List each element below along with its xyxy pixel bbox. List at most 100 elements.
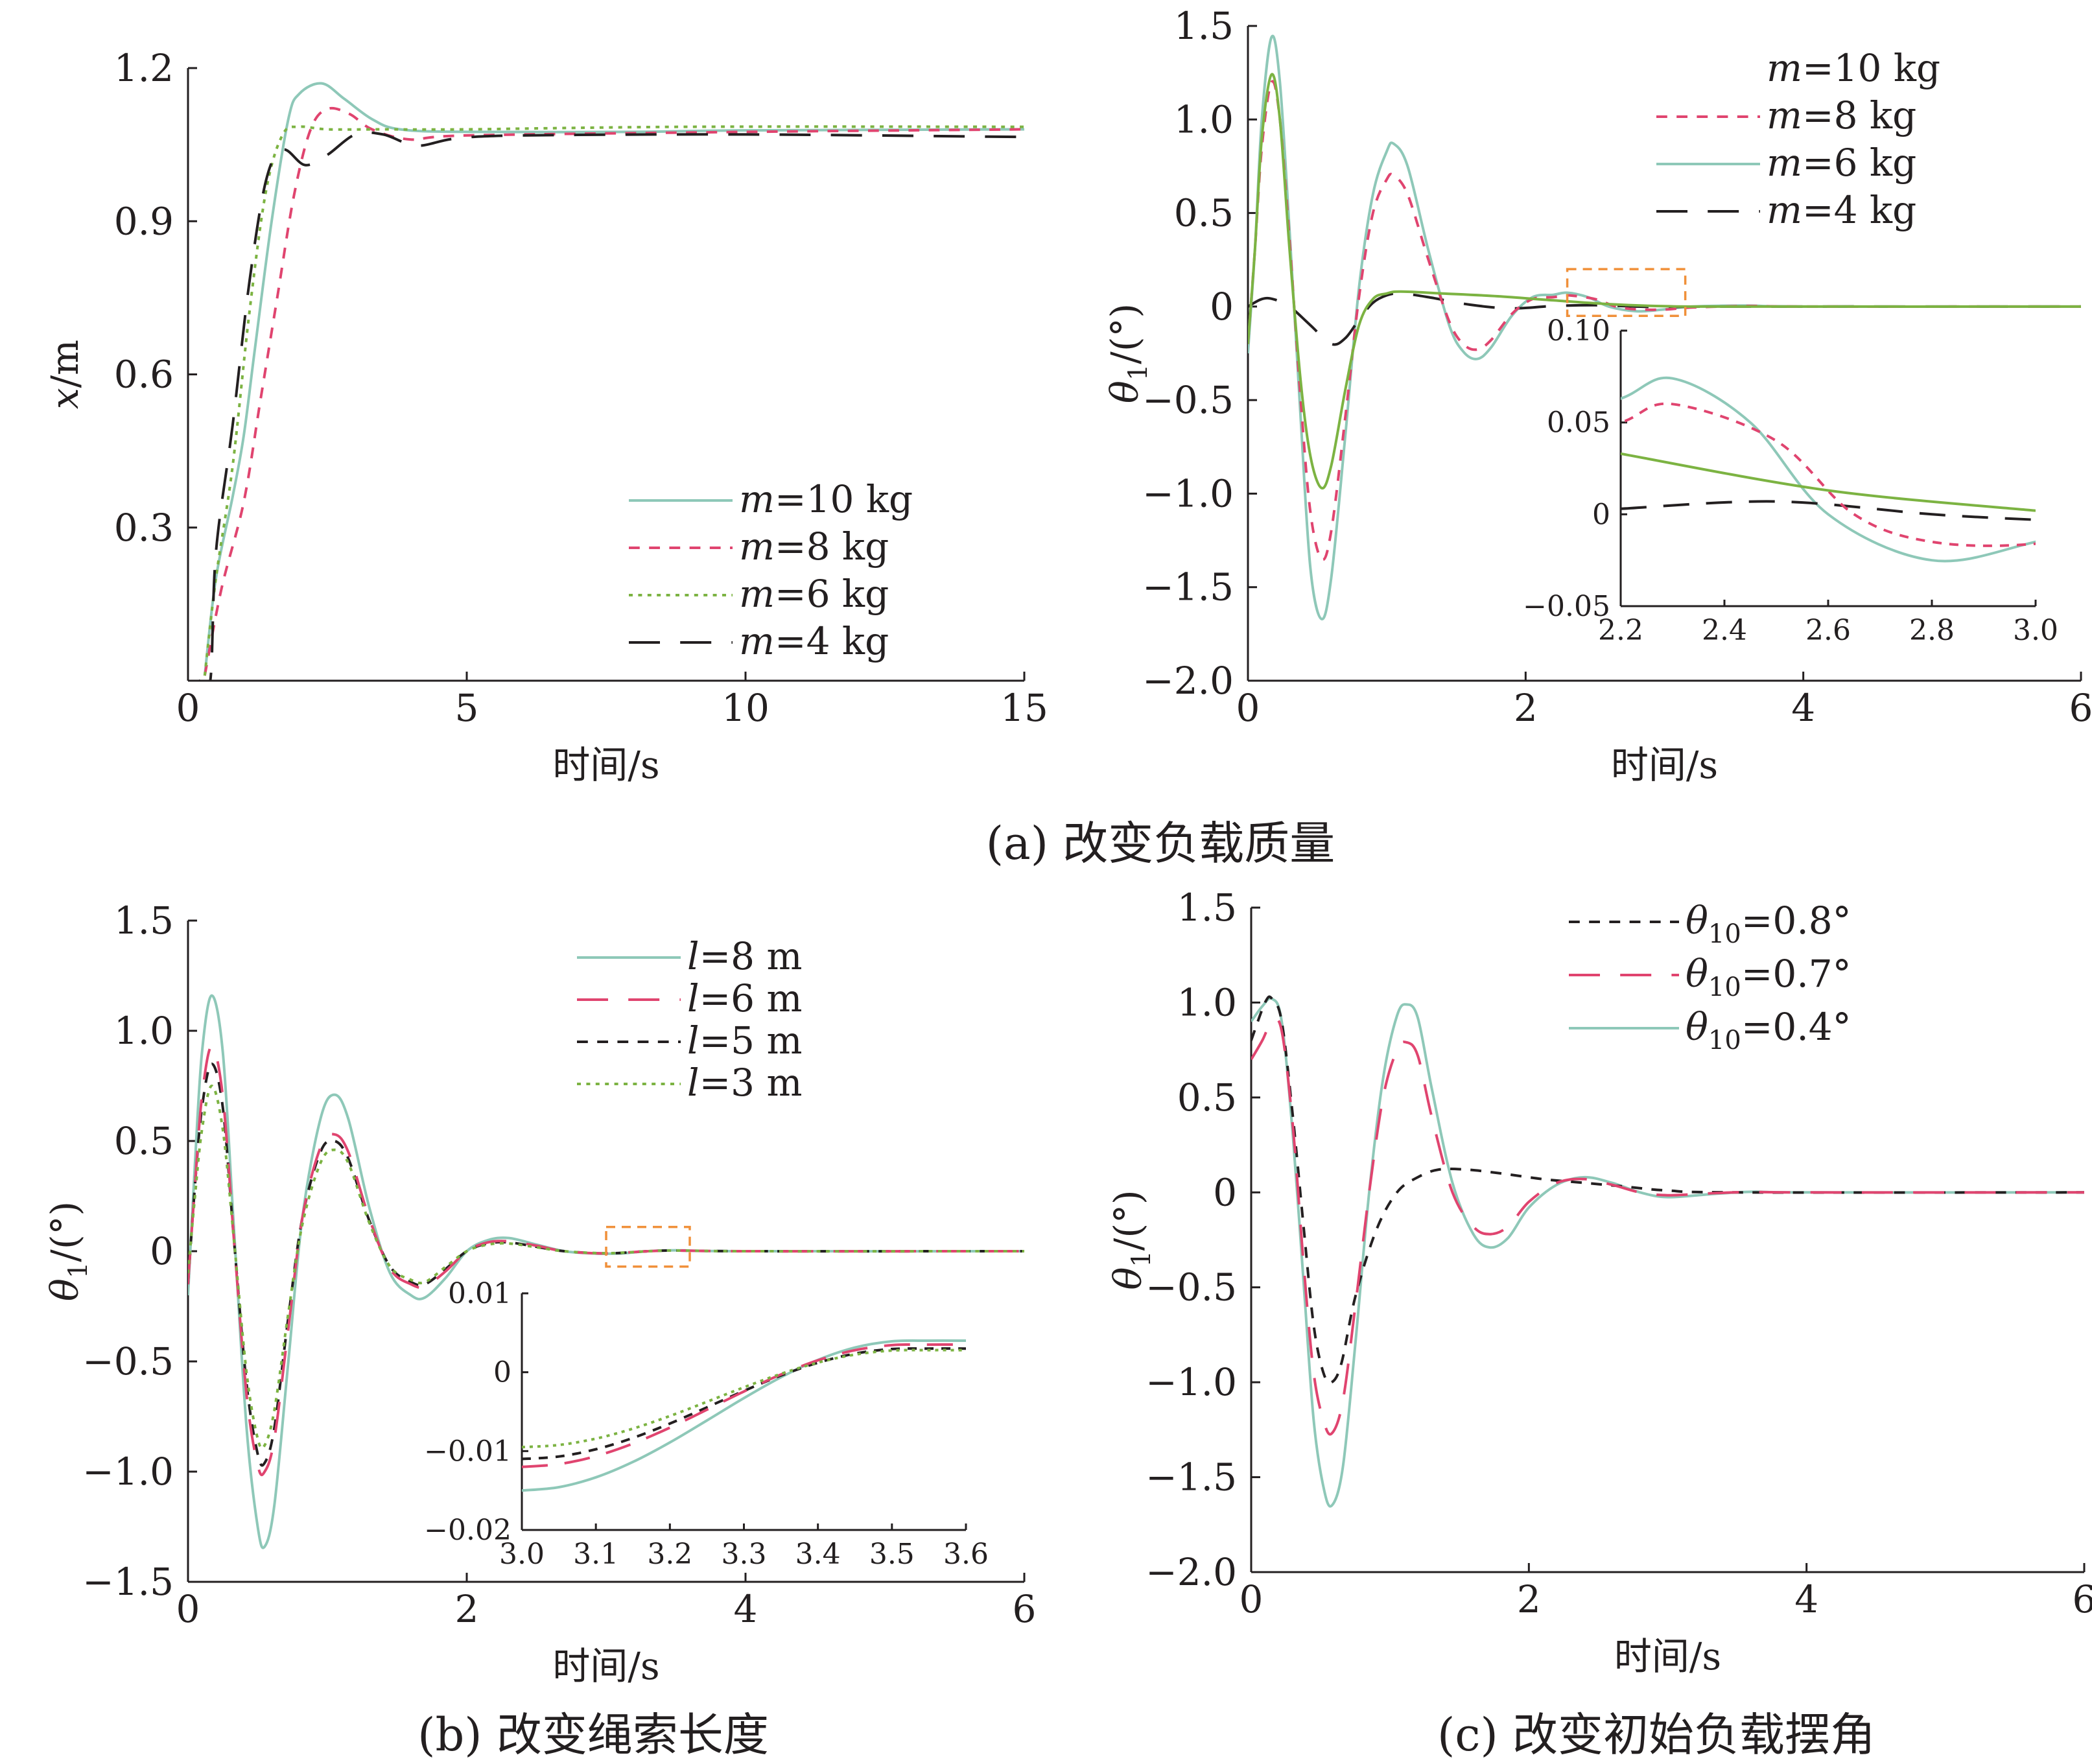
chart-b-x-tick-label: 2: [455, 1587, 479, 1631]
inset-y-tick-label: −0.05: [1523, 590, 1610, 623]
chart-c-x-tick-label: 0: [1240, 1577, 1263, 1621]
chart-c-legend-label: θ10=0.4°: [1686, 1005, 1851, 1055]
chart-b-y-axis-label: θ1/(°): [43, 1201, 93, 1301]
inset-series-line: [1621, 452, 2036, 512]
chart-a2-series-line: [1248, 80, 2081, 561]
inset-x-tick-label: 3.0: [2013, 614, 2058, 647]
chart-c-legend-label: θ10=0.8°: [1686, 899, 1851, 949]
chart-a1-series-line: [203, 106, 1024, 676]
inset-x-tick-label: 3.5: [869, 1538, 915, 1571]
chart-b-series-line: [188, 1044, 1024, 1476]
chart-a2-zoom-box: [1566, 268, 1687, 318]
inset-x-tick-label: 3.1: [573, 1538, 618, 1571]
chart-a2-series-line: [1248, 73, 2081, 490]
chart-a2-x-axis-label: 时间/s: [1611, 743, 1718, 787]
chart-b-y-tick-label: 0.5: [114, 1119, 174, 1163]
chart-c-y-tick-label: 1.0: [1177, 980, 1237, 1024]
chart-c-x-tick-label: 2: [1517, 1577, 1541, 1621]
inset-y-tick-label: 0.10: [1547, 314, 1610, 347]
chart-a2-x-tick-label: 2: [1514, 686, 1538, 730]
chart-a2-y-tick-label: −1.0: [1142, 471, 1234, 515]
chart-a2-y-tick-label: 1.5: [1174, 4, 1234, 48]
chart-a2-x-tick-label: 4: [1791, 686, 1815, 730]
inset-x-tick-label: 3.4: [795, 1538, 841, 1571]
caption-panel-c: (c) 改变初始负载摆角: [1437, 1708, 1876, 1761]
inset-x-tick-label: 2.8: [1909, 614, 1955, 647]
chart-a2-legend-label: m=6 kg: [1767, 141, 1916, 185]
chart-b-series-line: [188, 1084, 1024, 1450]
chart-a1-y-tick-label: 0.6: [114, 353, 174, 397]
chart-c-series-line: [1251, 995, 2084, 1384]
chart-a2-y-tick-label: 1.0: [1174, 97, 1234, 141]
inset-x-tick-label: 3.6: [943, 1538, 989, 1571]
chart-c-y-tick-label: −0.5: [1146, 1265, 1237, 1310]
inset-series-line: [522, 1343, 966, 1468]
inset-x-tick-label: 3.0: [499, 1538, 545, 1571]
chart-a1-y-tick-label: 1.2: [114, 46, 174, 90]
chart-c-y-axis-label: θ1/(°): [1106, 1190, 1157, 1289]
chart-c-x-axis-label: 时间/s: [1614, 1634, 1721, 1678]
chart-a2-x-tick-label: 6: [2069, 686, 2092, 730]
chart-a2-y-tick-label: −1.5: [1142, 565, 1234, 609]
chart-b-legend-label: l=3 m: [687, 1061, 803, 1105]
inset-background: [1621, 318, 2049, 606]
chart-a2-y-tick-label: −2.0: [1142, 659, 1234, 703]
chart-a1-y-axis-label: x/m: [43, 340, 87, 409]
chart-b-zoom-box: [605, 1225, 691, 1268]
chart-a1: 0 5 10 150.30.60.91.2时间/sx/mm=10 kgm=8 kgm=…: [43, 46, 1048, 787]
chart-a1-legend-label: m=10 kg: [739, 477, 913, 521]
chart-b-y-tick-label: 1.0: [114, 1009, 174, 1053]
inset-y-tick-label: 0: [1592, 498, 1610, 531]
chart-a2-legend-label: m=4 kg: [1767, 188, 1916, 232]
inset-x-tick-label: 2.6: [1805, 614, 1851, 647]
chart-c-y-tick-label: −1.5: [1146, 1455, 1237, 1499]
chart-a1-legend-label: m=8 kg: [739, 524, 889, 569]
chart-b-legend-label: l=5 m: [687, 1018, 803, 1063]
chart-c-x-tick-label: 4: [1794, 1577, 1818, 1621]
chart-b-y-tick-label: −0.5: [82, 1339, 174, 1383]
chart-a2-legend-label: m=10 kg: [1767, 46, 1940, 90]
chart-a1-y-tick-label: 0.9: [114, 199, 174, 243]
chart-a1-x-axis-label: 时间/s: [552, 743, 659, 787]
chart-b-legend-label: l=8 m: [687, 934, 803, 978]
chart-a2-y-tick-label: 0: [1210, 285, 1234, 329]
chart-b-inset: 3.0 3.1 3.2 3.3 3.4 3.5 3.6 −0.02 −0.01 0 0.01: [424, 1277, 989, 1571]
inset-y-tick-label: 0.01: [448, 1277, 511, 1310]
inset-series-line: [522, 1347, 966, 1461]
chart-c-y-tick-label: 0.5: [1177, 1076, 1237, 1120]
inset-x-tick-label: 2.4: [1702, 614, 1747, 647]
chart-b-y-tick-label: −1.0: [82, 1450, 174, 1494]
chart-b: 0 2 4 6−1.5−1.0−0.500.51.01.5时间/sθ1/(°)3.0 3…: [43, 899, 1036, 1688]
inset-series-line: [522, 1339, 966, 1492]
inset-y-tick-label: 0: [493, 1356, 511, 1389]
chart-a1-x-tick-label: 10: [722, 686, 770, 730]
inset-y-tick-label: −0.02: [424, 1514, 511, 1547]
inset-x-tick-label: 3.2: [647, 1538, 692, 1571]
chart-c-legend-label: θ10=0.7°: [1686, 952, 1851, 1002]
chart-c: 0 2 4 6 −2.0 −1.5 −1.0 −0.5 0 0.5 1.0 1.5 时间/s θ1/(°)…: [1106, 886, 2092, 1678]
chart-c-y-tick-label: −1.0: [1146, 1360, 1237, 1404]
caption-panel-a: (a) 改变负载质量: [985, 817, 1335, 870]
chart-b-y-tick-label: −1.5: [82, 1560, 174, 1604]
chart-c-series-line: [1251, 1018, 2084, 1436]
inset-x-tick-label: 3.3: [722, 1538, 767, 1571]
inset-y-tick-label: −0.01: [424, 1435, 511, 1468]
chart-c-series-line: [1251, 996, 2084, 1508]
chart-c-y-tick-label: −2.0: [1146, 1550, 1237, 1594]
caption-panel-b: (b) 改变绳索长度: [417, 1708, 769, 1761]
chart-a1-x-tick-label: 15: [1000, 686, 1048, 730]
chart-a2-y-tick-label: −0.5: [1142, 378, 1234, 422]
chart-a2-legend-label: m=8 kg: [1767, 93, 1916, 137]
chart-a1-legend-label: m=4 kg: [739, 619, 889, 663]
chart-b-x-tick-label: 0: [176, 1587, 200, 1631]
chart-b-legend-label: l=6 m: [687, 976, 803, 1020]
chart-a2-inset: 2.2 2.4 2.6 2.8 3.0 −0.05 0 0.05 0.10: [1523, 314, 2058, 647]
chart-a2-y-tick-label: 0.5: [1174, 191, 1234, 235]
chart-a1-series-line: [198, 131, 1024, 681]
inset-series-line: [1621, 376, 2036, 563]
chart-a1-series-line: [203, 125, 1024, 676]
inset-background: [522, 1280, 979, 1530]
chart-b-x-tick-label: 4: [734, 1587, 758, 1631]
chart-b-y-tick-label: 0: [150, 1229, 174, 1273]
chart-a1-x-tick-label: 0: [176, 686, 200, 730]
